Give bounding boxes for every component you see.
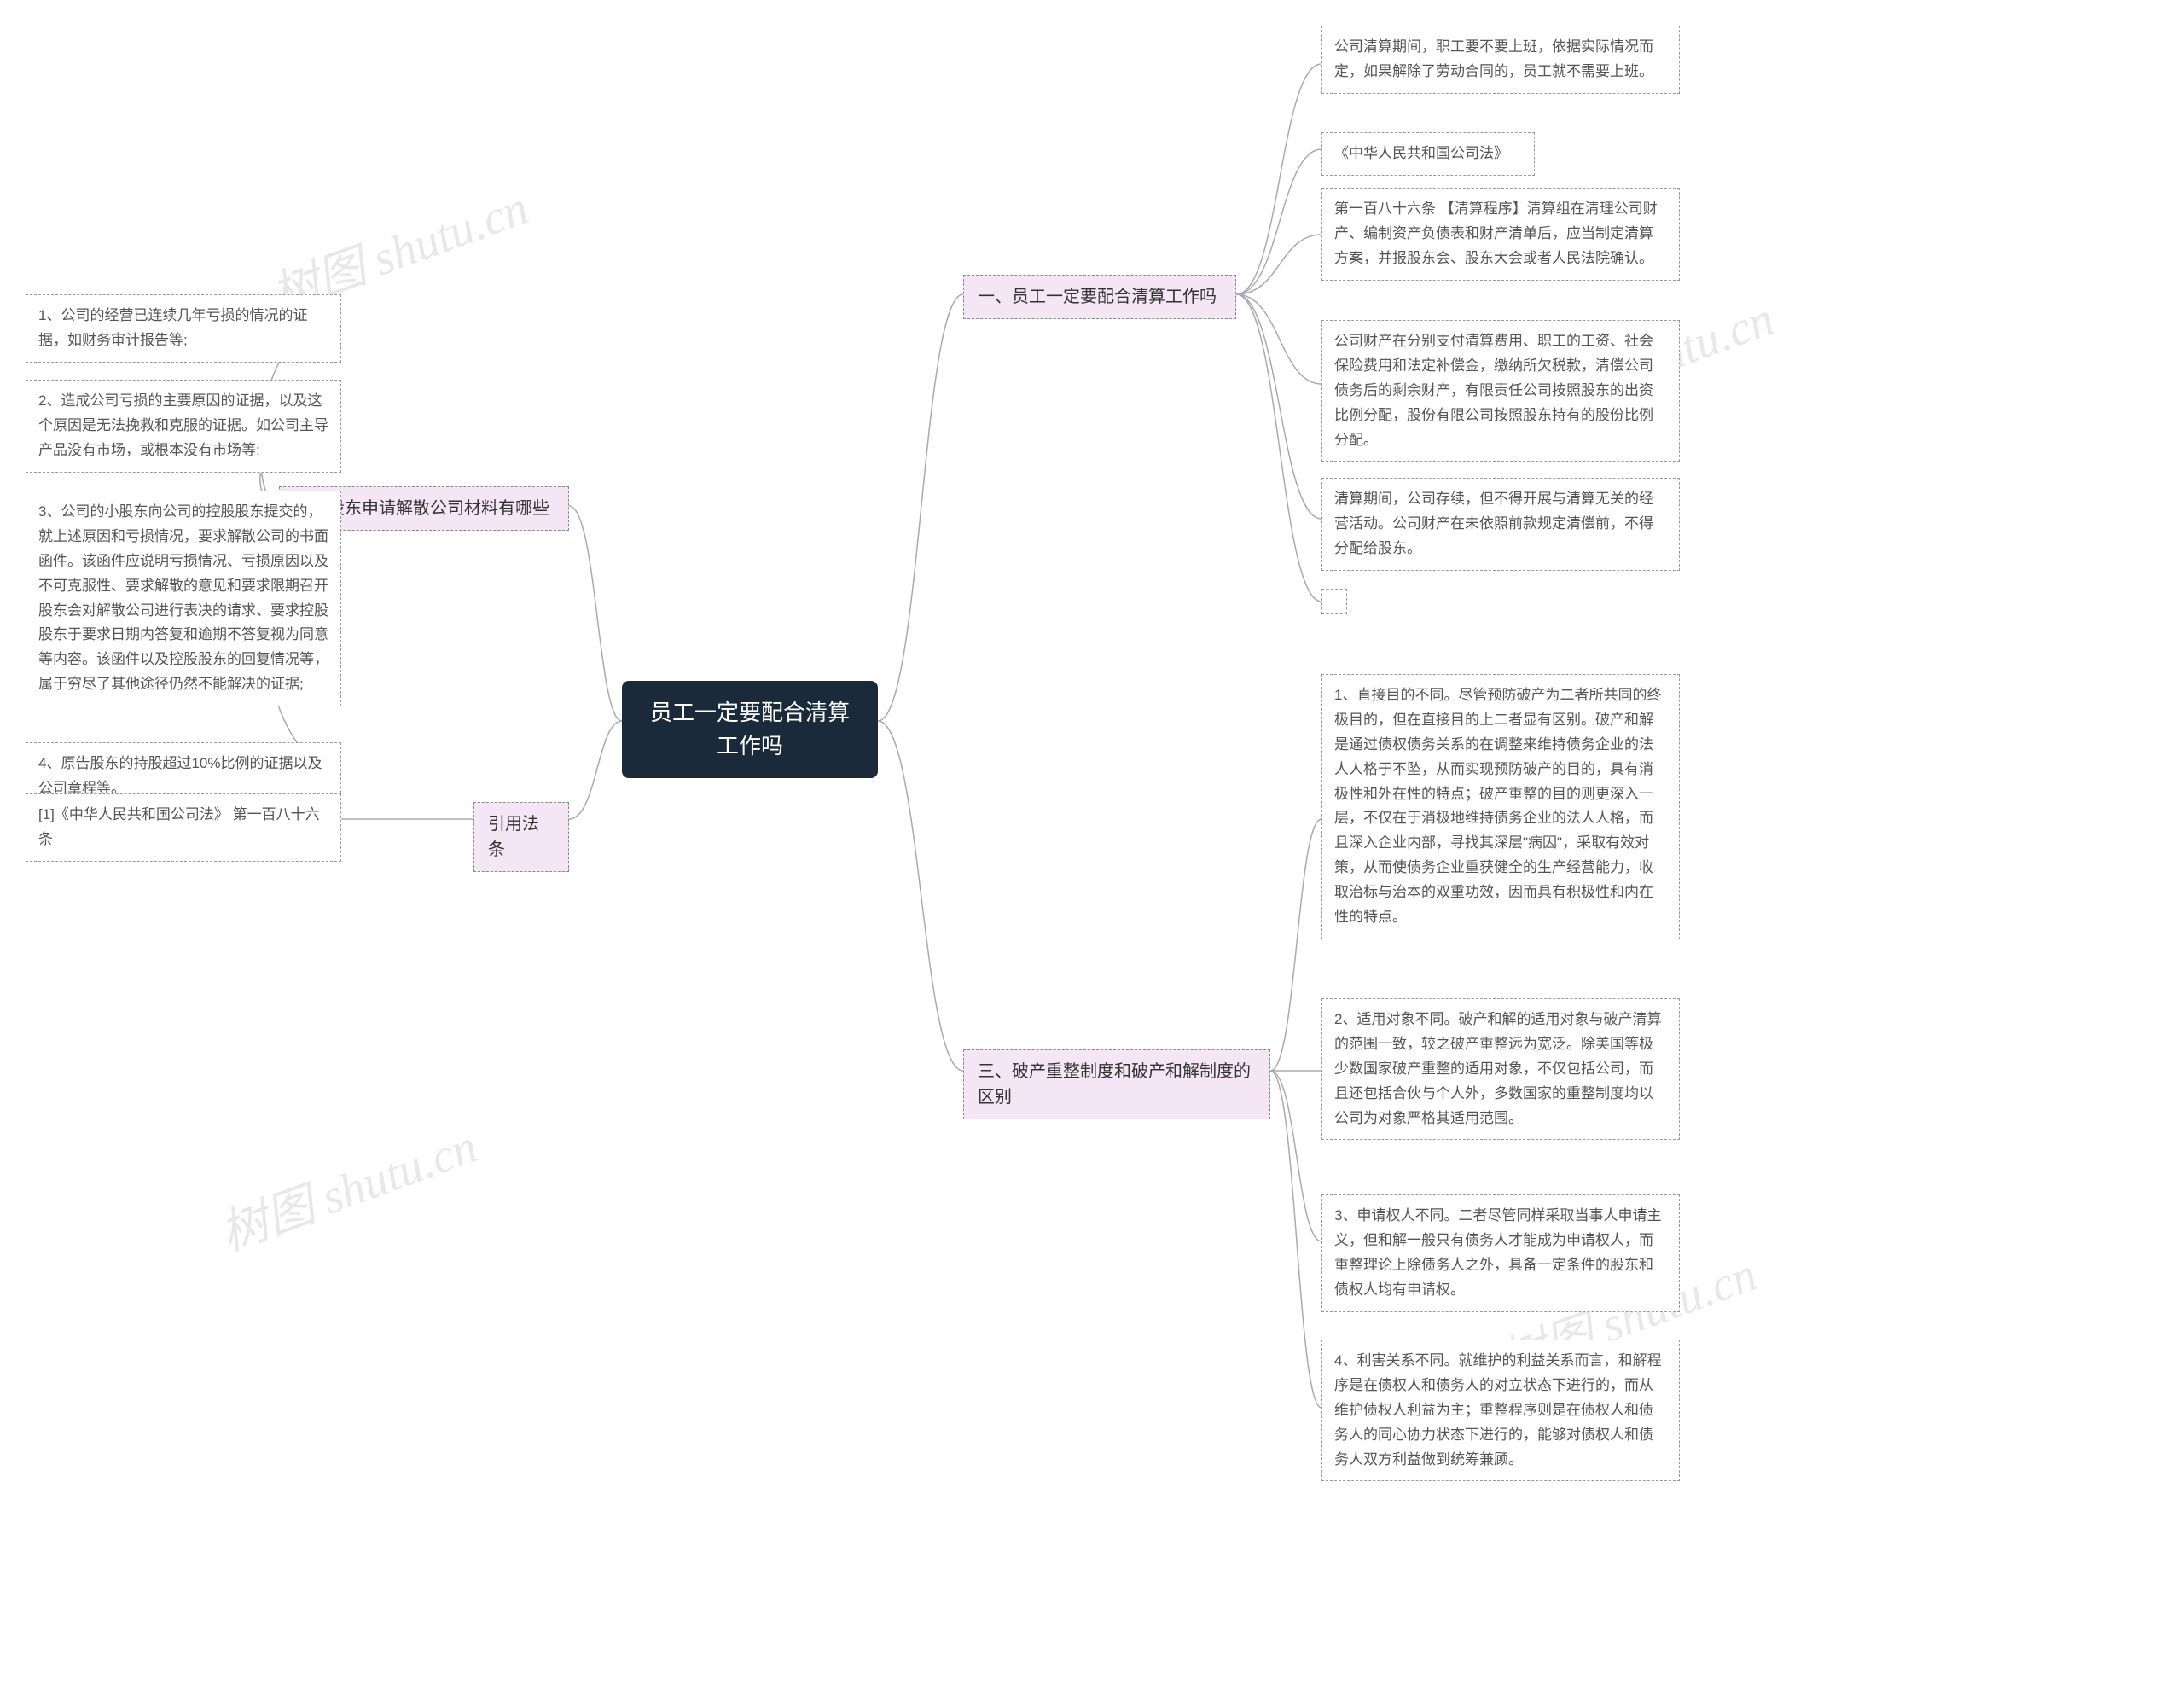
leaf-node[interactable]: 《中华人民共和国公司法》 <box>1321 132 1535 176</box>
leaf-node[interactable]: 公司清算期间，职工要不要上班，依据实际情况而定，如果解除了劳动合同的，员工就不需… <box>1321 26 1680 94</box>
leaf-node[interactable]: 3、申请权人不同。二者尽管同样采取当事人申请主义，但和解一般只有债务人才能成为申… <box>1321 1194 1680 1312</box>
leaf-node[interactable]: 清算期间，公司存续，但不得开展与清算无关的经营活动。公司财产在未依照前款规定清偿… <box>1321 478 1680 571</box>
leaf-node[interactable]: 2、适用对象不同。破产和解的适用对象与破产清算的范围一致，较之破产重整远为宽泛。… <box>1321 998 1680 1140</box>
leaf-node[interactable]: 1、直接目的不同。尽管预防破产为二者所共同的终极目的，但在直接目的上二者显有区别… <box>1321 674 1680 939</box>
leaf-node-empty[interactable] <box>1321 589 1347 614</box>
leaf-node[interactable]: 第一百八十六条 【清算程序】清算组在清理公司财产、编制资产负债表和财产清单后，应… <box>1321 188 1680 281</box>
leaf-node[interactable]: [1]《中华人民共和国公司法》 第一百八十六条 <box>26 793 341 862</box>
branch-node-4[interactable]: 引用法条 <box>473 802 569 872</box>
root-node[interactable]: 员工一定要配合清算工作吗 <box>622 681 878 778</box>
leaf-node[interactable]: 3、公司的小股东向公司的控股股东提交的，就上述原因和亏损情况，要求解散公司的书面… <box>26 491 341 706</box>
branch-node-1[interactable]: 一、员工一定要配合清算工作吗 <box>963 275 1236 319</box>
watermark: 树图 shutu.cn <box>210 1108 485 1265</box>
leaf-node[interactable]: 4、利害关系不同。就维护的利益关系而言，和解程序是在债权人和债务人的对立状态下进… <box>1321 1340 1680 1481</box>
leaf-node[interactable]: 1、公司的经营已连续几年亏损的情况的证据，如财务审计报告等; <box>26 294 341 363</box>
leaf-node[interactable]: 2、造成公司亏损的主要原因的证据，以及这个原因是无法挽救和克服的证据。如公司主导… <box>26 380 341 473</box>
leaf-node[interactable]: 公司财产在分别支付清算费用、职工的工资、社会保险费用和法定补偿金，缴纳所欠税款，… <box>1321 320 1680 462</box>
branch-node-3[interactable]: 三、破产重整制度和破产和解制度的区别 <box>963 1049 1270 1119</box>
